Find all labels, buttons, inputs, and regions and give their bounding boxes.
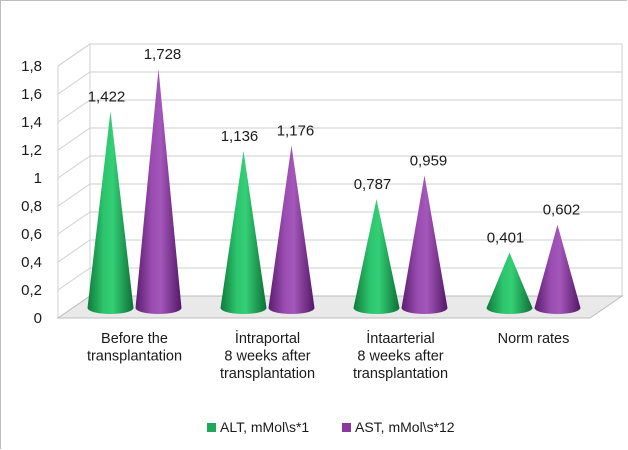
data-label-ast: 1,728	[144, 46, 182, 63]
cone-body	[401, 175, 448, 314]
data-label-alt: 1,422	[88, 88, 126, 105]
cone-alt	[486, 252, 533, 314]
data-label-ast: 0,602	[543, 202, 581, 219]
y-tick-label: 0	[34, 310, 42, 327]
gridline-side	[57, 43, 91, 67]
legend-label-alt: ALT, mMol\s*1	[220, 419, 309, 435]
cone-alt	[220, 150, 267, 314]
data-label-ast: 0,959	[410, 152, 448, 169]
data-label-ast: 1,176	[277, 122, 315, 139]
gridline-side	[57, 71, 91, 95]
gridline-side	[57, 267, 91, 291]
x-category-label: Norm rates	[498, 331, 570, 347]
cone-body	[135, 68, 182, 315]
cone-body	[220, 150, 267, 314]
cone-ast	[534, 224, 581, 314]
gridline-side	[57, 183, 91, 207]
gridline-side	[57, 211, 91, 235]
gridlines	[57, 43, 622, 291]
y-axis: 0 0,2 0,4 0,6 0,8 1 1,2 1,4 1,6 1,8	[21, 58, 42, 327]
data-label-alt: 1,136	[221, 128, 259, 145]
cone-body	[353, 199, 400, 314]
legend: ALT, mMol\s*1 AST, mMol\s*12	[207, 419, 455, 435]
x-axis: Before the transplantation İntraportal 8 we…	[87, 329, 569, 382]
y-tick-label: 1,6	[21, 86, 42, 103]
y-tick-label: 0,4	[21, 254, 42, 271]
x-category-label: İntraportal	[235, 329, 300, 347]
y-tick-label: 0,2	[21, 282, 42, 299]
cone-ast	[401, 175, 448, 314]
gridline-side	[57, 127, 91, 151]
gridline-side	[57, 99, 91, 123]
x-category-label: İntaarterial	[366, 329, 435, 347]
data-label-alt: 0,401	[487, 230, 525, 247]
cone-body	[486, 252, 533, 314]
cone-alt	[353, 199, 400, 314]
x-category-label: transplantation	[353, 366, 448, 382]
y-tick-label: 1,4	[21, 114, 42, 131]
y-tick-label: 0,6	[21, 226, 42, 243]
x-category-label: transplantation	[220, 366, 315, 382]
legend-swatch-ast	[342, 423, 351, 432]
cone-body	[534, 224, 581, 314]
chart-walls	[56, 43, 624, 319]
side-wall	[57, 43, 91, 319]
cones	[87, 68, 581, 315]
gridline-side	[57, 155, 91, 179]
cone-ast	[135, 68, 182, 315]
x-category-label: Before the	[101, 331, 168, 347]
legend-swatch-alt	[207, 423, 216, 432]
cone-body	[268, 145, 315, 314]
cone-alt	[87, 111, 134, 314]
y-tick-label: 1,2	[21, 142, 42, 159]
data-label-alt: 0,787	[354, 176, 392, 193]
x-category-label: 8 weeks after	[357, 349, 443, 365]
x-category-label: transplantation	[87, 349, 182, 365]
x-category-label: 8 weeks after	[224, 349, 310, 365]
data-labels: 1,422 1,728 1,136 1,176 0,787 0,959 0,401 0,602	[88, 46, 581, 247]
y-tick-label: 1,8	[21, 58, 42, 75]
cone-ast	[268, 145, 315, 314]
y-tick-label: 1	[34, 170, 42, 187]
gridline-side	[57, 239, 91, 263]
cone-body	[87, 111, 134, 314]
floor	[56, 295, 624, 319]
y-tick-label: 0,8	[21, 198, 42, 215]
legend-label-ast: AST, mMol\s*12	[355, 419, 455, 435]
